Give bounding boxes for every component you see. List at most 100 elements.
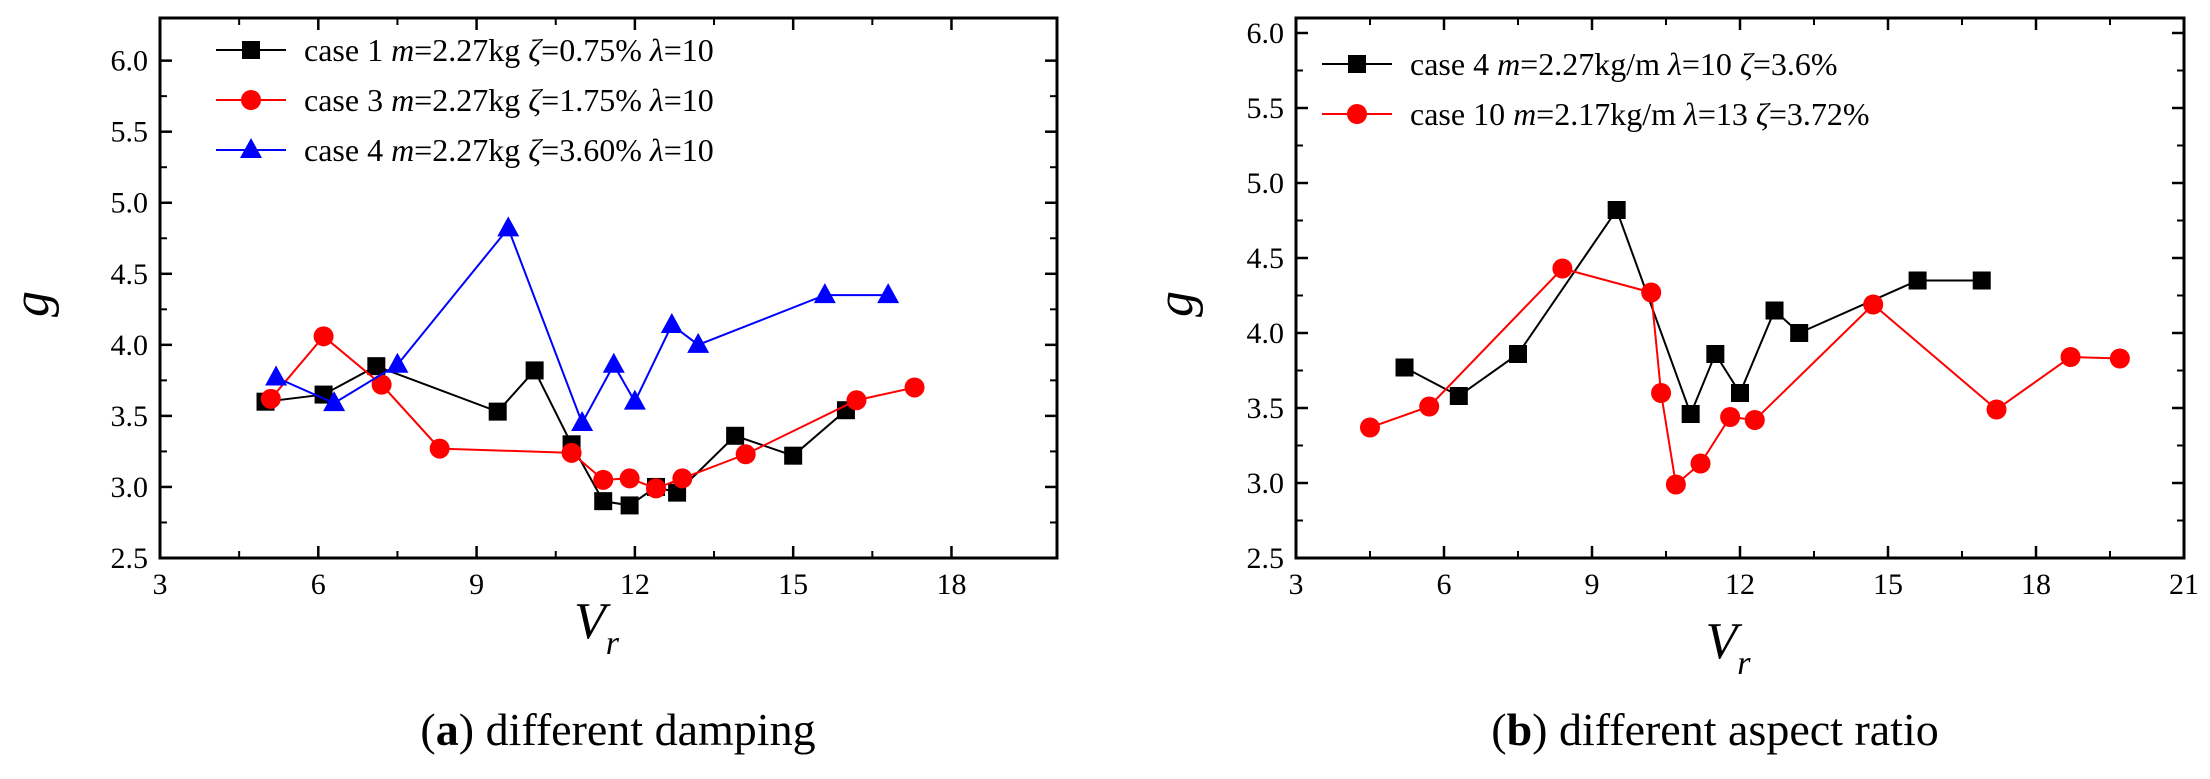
legend-lambda-symbol: λ <box>649 32 664 68</box>
x-tick-label: 9 <box>469 568 484 601</box>
legend-zeta-symbol: ζ <box>1740 46 1755 82</box>
data-point-case-1 <box>314 385 333 404</box>
legend-case: case 4 <box>1410 46 1497 82</box>
series-line-case-4 <box>1404 207 1982 417</box>
caption-open-paren: ( <box>1491 704 1506 755</box>
y-tick-label: 3.0 <box>111 471 149 504</box>
data-point-case-4 <box>1765 301 1784 320</box>
data-point-case-3 <box>619 468 640 489</box>
data-point-case-3 <box>672 468 693 489</box>
y-tick-label: 6.0 <box>1247 17 1285 50</box>
data-point-case-4 <box>1706 345 1725 363</box>
legend-lambda-value: =10 <box>664 82 714 118</box>
x-axis-label-main: V <box>1706 613 1743 670</box>
legend-m-value: =2.27kg/m <box>1520 46 1668 82</box>
y-tick-label: 3.5 <box>111 400 149 433</box>
legend-lambda-value: =10 <box>1682 46 1740 82</box>
legend-m-value: =2.27kg <box>414 82 528 118</box>
legend-lambda-symbol: λ <box>649 82 664 118</box>
legend-m-value: =2.27kg <box>414 132 528 168</box>
legend-m-value: =2.27kg <box>414 32 528 68</box>
y-tick-label: 4.0 <box>111 329 149 362</box>
legend-case: case 4 <box>304 132 391 168</box>
legend-zeta-value: =1.75% <box>541 82 650 118</box>
series-line-case-3 <box>270 334 915 490</box>
legend-label-case-4: case 4 m=2.27kg/m λ=10 ζ=3.6% <box>1410 46 1838 82</box>
legend-zeta-symbol: ζ <box>528 132 543 168</box>
data-point-case-4 <box>1449 387 1468 405</box>
legend-zeta-symbol: ζ <box>1756 96 1771 132</box>
series-line-case-4 <box>275 226 889 426</box>
data-point-case-4 <box>1681 405 1700 423</box>
legend-label-case-4: case 4 m=2.27kg ζ=3.60% λ=10 <box>304 132 714 168</box>
data-point-case-10 <box>2060 347 2081 367</box>
legend-m-symbol: m <box>1513 96 1536 132</box>
caption-open-paren: ( <box>420 704 435 755</box>
data-point-case-1 <box>726 426 745 445</box>
y-tick-label: 3.0 <box>1247 467 1285 500</box>
x-axis-label-subscript: r <box>606 625 620 662</box>
legend-zeta-symbol: ζ <box>528 82 543 118</box>
data-point-case-10 <box>1641 282 1662 303</box>
x-tick-label: 12 <box>1725 568 1755 601</box>
data-point-case-4 <box>1731 384 1749 402</box>
legend-marker-case-10 <box>1347 104 1367 124</box>
y-tick-label: 2.5 <box>1247 542 1285 575</box>
data-point-case-3 <box>429 438 450 459</box>
data-point-case-1 <box>525 361 544 380</box>
x-tick-label: 6 <box>1437 568 1452 601</box>
legend-label-case-1: case 1 m=2.27kg ζ=0.75% λ=10 <box>304 32 714 68</box>
data-point-case-4 <box>265 365 288 386</box>
data-point-case-4 <box>660 312 683 333</box>
y-tick-label: 3.5 <box>1247 392 1285 425</box>
legend-zeta-value: =0.75% <box>541 32 650 68</box>
data-point-case-3 <box>904 377 925 398</box>
figure-caption: (b) different aspect ratio <box>1491 704 1939 755</box>
data-point-case-10 <box>1720 407 1741 427</box>
x-axis-label-main: V <box>574 593 611 650</box>
data-point-case-4 <box>687 332 710 353</box>
data-point-case-3 <box>260 388 281 409</box>
x-tick-label: 18 <box>936 568 966 601</box>
legend-marker-case-3 <box>241 90 261 110</box>
legend-lambda-symbol: λ <box>649 132 664 168</box>
data-point-case-4 <box>602 352 625 373</box>
legend-m-symbol: m <box>1497 46 1520 82</box>
x-axis-label-subscript: r <box>1737 645 1751 682</box>
legend-lambda-value: =10 <box>664 32 714 68</box>
legend-marker-case-1 <box>242 41 260 59</box>
legend-lambda-symbol: λ <box>1667 46 1682 82</box>
legend-label-case-10: case 10 m=2.17kg/m λ=13 ζ=3.72% <box>1410 96 1870 132</box>
legend-zeta-value: =3.60% <box>541 132 650 168</box>
data-point-case-10 <box>1744 410 1765 430</box>
legend-lambda-value: =10 <box>664 132 714 168</box>
data-point-case-10 <box>2109 348 2130 369</box>
legend-zeta-value: =3.72% <box>1769 96 1870 132</box>
data-point-case-4 <box>1790 324 1809 342</box>
y-tick-label: 5.5 <box>111 116 149 149</box>
legend-m-symbol: m <box>391 132 414 168</box>
chart-a-different-damping: 3 6 9 12 15 18 2.5 3.0 3.5 4.0 4.5 5.0 5.5 6.0 g Vr case… <box>3 16 1059 755</box>
y-tick-label: 6.0 <box>111 45 149 78</box>
data-point-case-3 <box>593 469 614 490</box>
data-point-case-4 <box>1509 345 1527 363</box>
data-point-case-3 <box>735 444 756 465</box>
data-point-case-3 <box>846 390 867 411</box>
data-point-case-10 <box>1552 258 1573 279</box>
x-tick-label: 3 <box>1289 568 1304 601</box>
y-axis-label: g <box>1147 291 1204 317</box>
legend-case: case 10 <box>1410 96 1513 132</box>
y-tick-label: 2.5 <box>111 542 149 575</box>
caption-text: ) different aspect ratio <box>1532 704 1939 755</box>
legend-label-case-3: case 3 m=2.27kg ζ=1.75% λ=10 <box>304 82 714 118</box>
series-line-case-1 <box>265 365 847 507</box>
data-point-case-3 <box>371 374 392 395</box>
data-point-case-1 <box>594 492 613 511</box>
data-point-case-10 <box>1690 453 1711 474</box>
y-tick-label: 5.0 <box>1247 167 1285 200</box>
data-point-case-1 <box>488 402 507 421</box>
plot-frame <box>158 16 1059 560</box>
y-tick-label: 4.5 <box>1247 242 1285 275</box>
x-tick-label: 21 <box>2169 568 2199 601</box>
